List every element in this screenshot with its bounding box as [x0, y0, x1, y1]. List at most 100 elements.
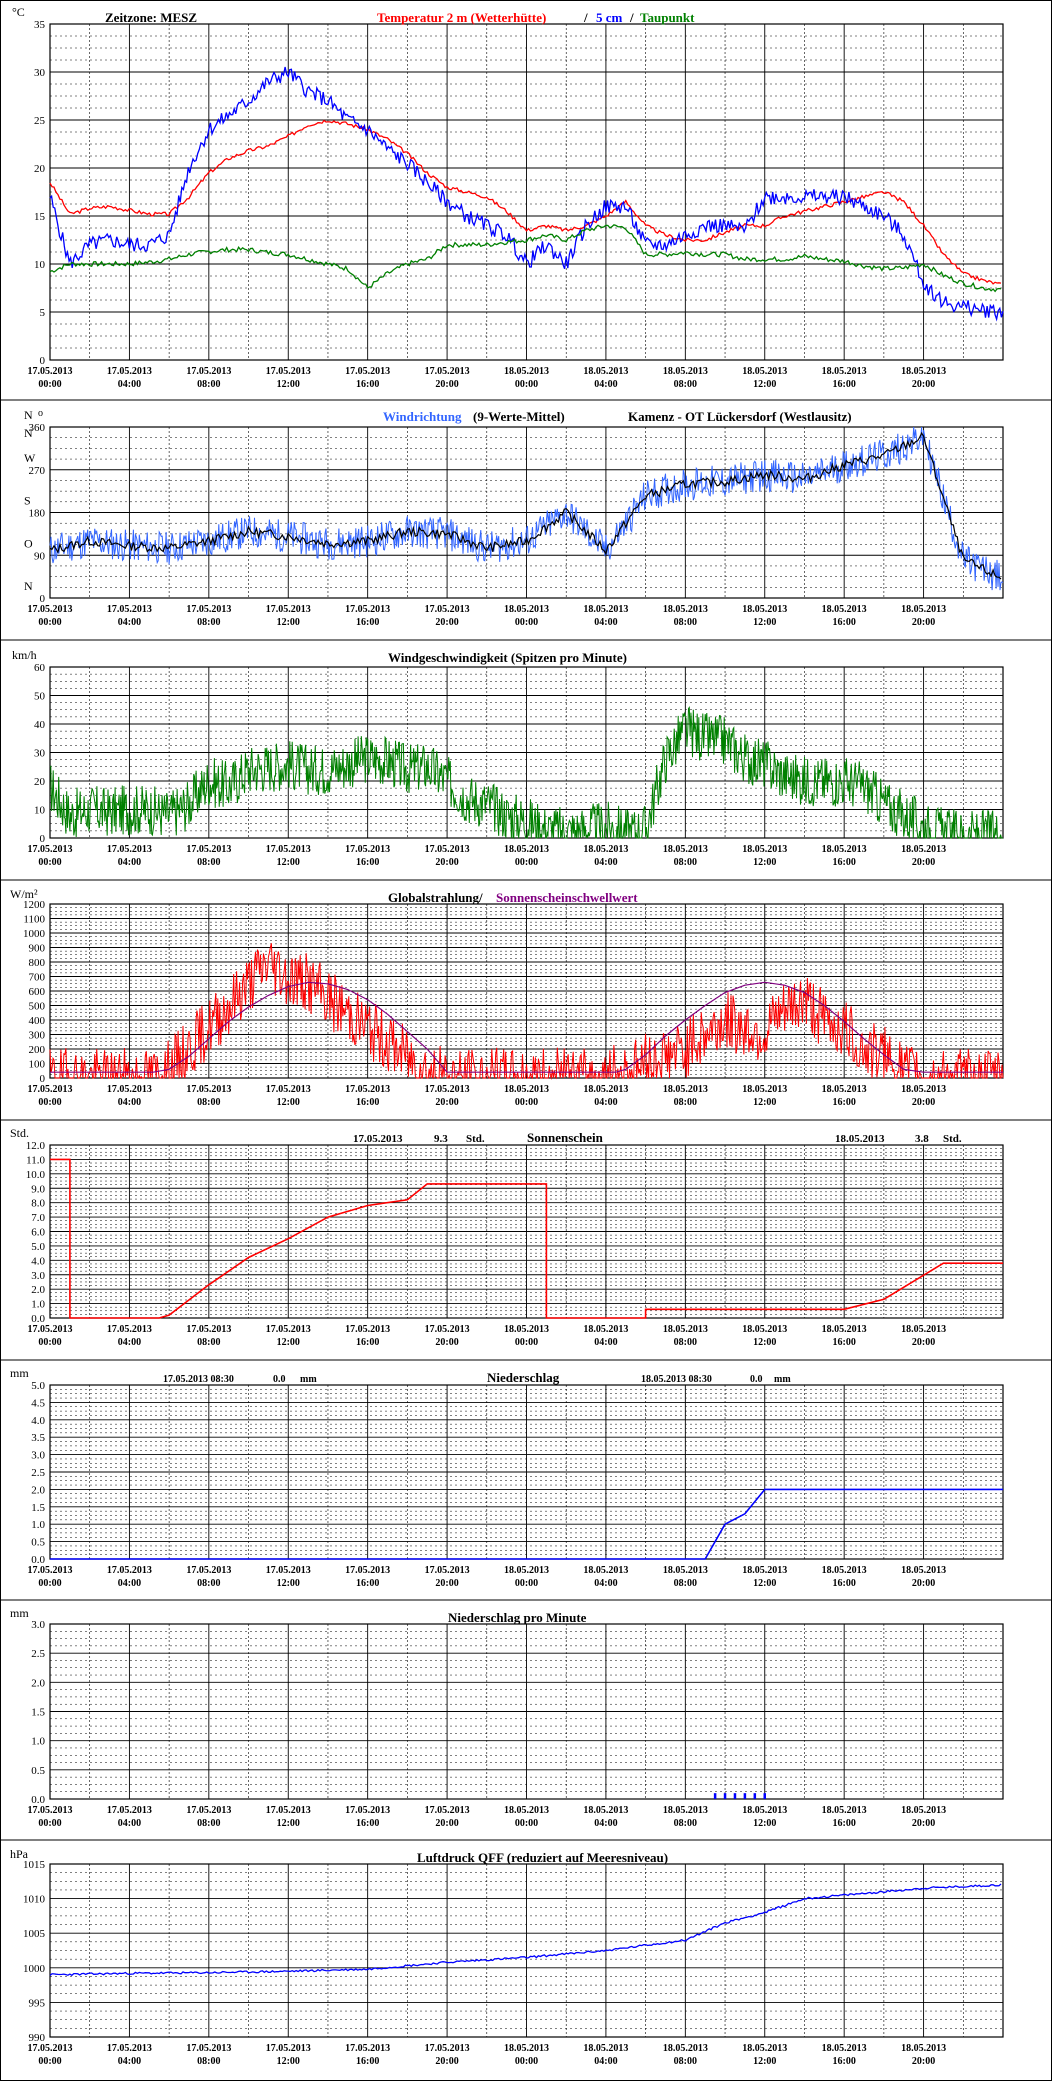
- x-time-label: 12:00: [753, 857, 776, 868]
- x-time-label: 08:00: [197, 617, 220, 628]
- y-tick-label: 12.0: [26, 1140, 46, 1152]
- compass-label: W: [24, 451, 36, 465]
- x-date-label: 17.05.2013: [345, 1324, 390, 1335]
- y-tick-label: 1.0: [31, 1519, 45, 1531]
- x-time-label: 16:00: [356, 379, 379, 390]
- x-time-label: 08:00: [674, 617, 697, 628]
- x-time-label: 04:00: [118, 617, 141, 628]
- y-tick-label: 40: [34, 719, 46, 731]
- y-tick-label: 0.0: [31, 1313, 45, 1325]
- x-time-label: 04:00: [118, 2056, 141, 2067]
- y-tick-label: 0.0: [31, 1554, 45, 1566]
- x-time-label: 00:00: [515, 2056, 538, 2067]
- precip-day2-unit: mm: [774, 1374, 791, 1385]
- y-tick-label: 30: [34, 748, 46, 760]
- y-tick-label: 1000: [23, 1963, 46, 1975]
- x-time-label: 04:00: [118, 1818, 141, 1829]
- x-time-label: 00:00: [515, 1097, 538, 1108]
- x-date-label: 17.05.2013: [266, 604, 311, 615]
- precip-panel: 0.0 0.5 1.0 1.5 2.0 2.5 3.0 3.5 4.0 4.5 5.0 17.05.2…: [10, 1366, 1004, 1589]
- x-time-label: 20:00: [435, 2056, 458, 2067]
- legend-winddir-mean: (9-Werte-Mittel): [473, 409, 565, 424]
- sunshine-day2-value: 3.8: [915, 1133, 929, 1145]
- x-time-label: 04:00: [594, 1337, 617, 1348]
- x-date-label: 18.05.2013: [742, 1565, 787, 1576]
- x-date-label: 18.05.2013: [901, 1084, 946, 1095]
- x-date-label: 18.05.2013: [583, 366, 628, 377]
- x-date-label: 18.05.2013: [504, 1805, 549, 1816]
- plot-frame: [49, 1863, 1004, 2038]
- y-tick-label: 50: [34, 691, 46, 703]
- y-tick-label: 0.5: [31, 1537, 45, 1549]
- x-date-label: 17.05.2013: [107, 1805, 152, 1816]
- y-tick-label: 0.0: [31, 1794, 45, 1806]
- x-date-label: 17.05.2013: [266, 1805, 311, 1816]
- temp2m-line: [49, 119, 1002, 285]
- x-date-label: 18.05.2013: [742, 844, 787, 855]
- x-time-label: 04:00: [594, 1818, 617, 1829]
- sunshine-day1-value: 9.3: [434, 1133, 448, 1145]
- x-time-label: 20:00: [912, 857, 935, 868]
- x-time-label: 00:00: [38, 379, 61, 390]
- x-date-label: 17.05.2013: [266, 844, 311, 855]
- x-time-label: 08:00: [197, 379, 220, 390]
- x-time-label: 04:00: [118, 379, 141, 390]
- x-time-label: 00:00: [38, 1337, 61, 1348]
- x-time-label: 12:00: [277, 1337, 300, 1348]
- x-time-label: 12:00: [753, 617, 776, 628]
- x-time-label: 00:00: [515, 1818, 538, 1829]
- precip-day2-value: 0.0: [750, 1374, 763, 1385]
- y-tick-label: 4.0: [31, 1415, 45, 1427]
- compass-label: N: [24, 579, 33, 593]
- x-time-label: 16:00: [832, 2056, 855, 2067]
- x-date-label: 18.05.2013: [504, 366, 549, 377]
- y-tick-label: 4.5: [31, 1397, 45, 1409]
- pressure-line: [49, 1883, 1002, 1977]
- y-tick-label: 995: [29, 1997, 46, 2009]
- x-date-label: 18.05.2013: [822, 1324, 867, 1335]
- x-date-label: 18.05.2013: [822, 1565, 867, 1576]
- y-tick-label: 1010: [23, 1894, 46, 1906]
- x-time-label: 16:00: [832, 1578, 855, 1589]
- y-tick-label: 1015: [23, 1859, 46, 1871]
- x-time-label: 12:00: [277, 857, 300, 868]
- y-tick-label: 1.0: [31, 1736, 45, 1748]
- x-time-label: 16:00: [356, 1097, 379, 1108]
- x-time-label: 12:00: [753, 1337, 776, 1348]
- x-date-label: 17.05.2013: [345, 604, 390, 615]
- x-date-label: 17.05.2013: [186, 1565, 231, 1576]
- x-time-label: 16:00: [356, 2056, 379, 2067]
- x-date-label: 18.05.2013: [822, 366, 867, 377]
- x-time-label: 12:00: [277, 1097, 300, 1108]
- y-tick-label: 1.0: [31, 1299, 45, 1311]
- x-date-label: 17.05.2013: [186, 844, 231, 855]
- y-tick-label: 1000: [23, 928, 46, 940]
- x-time-label: 16:00: [832, 1097, 855, 1108]
- temperature-panel: 0 5 10 15 20 25 30 35 17.05.2013 00:00 17.05.2013 0…: [12, 5, 1004, 390]
- y-tick-label: 1.5: [31, 1707, 45, 1719]
- x-date-label: 18.05.2013: [901, 2043, 946, 2054]
- plot-frame: [49, 1144, 1004, 1319]
- timezone-label: Zeitzone: MESZ: [105, 10, 197, 25]
- station-name: Kamenz - OT Lückersdorf (Westlausitz): [628, 409, 852, 424]
- x-time-label: 16:00: [356, 857, 379, 868]
- x-date-label: 17.05.2013: [425, 366, 470, 377]
- sunshine-unit: Std.: [10, 1126, 29, 1140]
- winddir-unit-circle: o: [38, 408, 43, 419]
- x-time-label: 20:00: [912, 1097, 935, 1108]
- precip-day2-date: 18.05.2013 08:30: [641, 1374, 712, 1385]
- x-date-label: 18.05.2013: [663, 366, 708, 377]
- x-date-label: 17.05.2013: [107, 2043, 152, 2054]
- plot-frame: [49, 23, 1004, 361]
- precip-minute-unit: mm: [10, 1606, 29, 1620]
- sunshine-line: [50, 1158, 1003, 1319]
- x-date-label: 17.05.2013: [28, 604, 73, 615]
- x-date-label: 18.05.2013: [901, 844, 946, 855]
- x-time-label: 00:00: [38, 2056, 61, 2067]
- x-time-label: 08:00: [197, 2056, 220, 2067]
- x-time-label: 20:00: [435, 1337, 458, 1348]
- y-tick-label: 15: [34, 211, 46, 223]
- x-time-label: 00:00: [515, 857, 538, 868]
- x-time-label: 12:00: [277, 379, 300, 390]
